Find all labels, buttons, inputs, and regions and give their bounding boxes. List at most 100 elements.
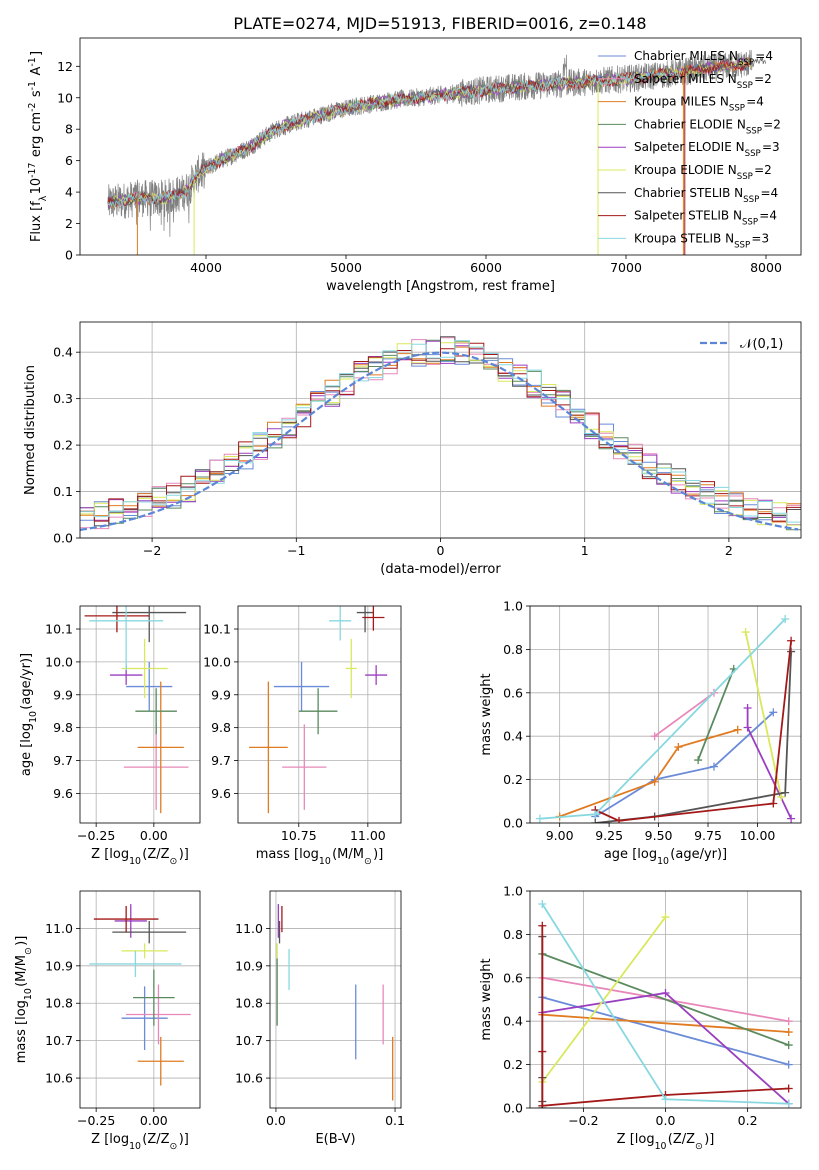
weight_vs_age-xlabel: age [log10 (age/yr)] [604, 847, 727, 867]
y-tick-label: 6 [65, 153, 73, 168]
weight-point [784, 1060, 793, 1069]
weight-point [538, 900, 547, 909]
weight-point [661, 988, 670, 997]
weight-point [784, 1041, 793, 1050]
legend-label-chabrier-stelib: Chabrier STELIB NSSP =4 [634, 186, 778, 205]
mass_vs_ebv-xlabel: E(B-V) [315, 1132, 355, 1147]
weight-point [535, 814, 544, 823]
y-tick-label: 0.6 [503, 970, 523, 985]
x-tick-label: −2 [143, 543, 161, 558]
weight-point [769, 799, 778, 808]
mass_vs_ebv-axes: 0.0 0.1 10.6 10.7 10.8 10.9 11.0 E(B-V) [235, 890, 405, 1147]
errorbar-salpeter-stelib [93, 905, 159, 933]
weight-point [787, 814, 796, 823]
errorbar-kroupa-stelib [329, 606, 352, 641]
spectrum-legend: Chabrier MILES NSSP =4 Salpeter MILES NSS… [598, 49, 781, 250]
legend-label-kroupa-stelib: Kroupa STELIB NSSP =3 [634, 231, 769, 250]
residuals-xlabel: (data-model)/error [380, 562, 501, 577]
y-tick-label: 12 [57, 59, 73, 74]
age_vs_mass-frame [237, 605, 402, 824]
errorbar-salpeter-miles [126, 984, 191, 1045]
spectrum-model-salpeter-stelib [107, 59, 752, 207]
weight-series-salpeter-stelib [591, 636, 796, 823]
y-tick-label: 0.4 [503, 729, 523, 744]
legend-label-kroupa-elodie: Kroupa ELODIE NSSP =2 [634, 163, 772, 182]
weight-line [746, 708, 792, 820]
weight-point [661, 1095, 670, 1104]
weight-line [654, 692, 715, 737]
weight_vs_Z-xlabel: Z [log10 (Z/Z⊙ )] [617, 1132, 715, 1152]
y-tick-label: 10.7 [45, 1033, 73, 1048]
x-tick-label: 9.00 [546, 828, 574, 843]
mass_vs_ebv-frame [269, 890, 402, 1109]
y-tick-label: 10.0 [203, 654, 231, 669]
y-tick-label: 0.1 [53, 484, 73, 499]
legend-label-chabrier-miles: Chabrier MILES NSSP =4 [634, 49, 773, 68]
weight-series-chabrier-miles [591, 708, 778, 821]
weight-series-kroupa-elodie [741, 628, 786, 801]
weight-point [769, 708, 778, 717]
weight-point [674, 743, 683, 752]
y-tick-label: 9.7 [53, 753, 73, 768]
legend-label-salpeter-miles: Salpeter MILES NSSP =2 [634, 72, 772, 91]
weight-point [784, 1028, 793, 1037]
normal-curve [80, 351, 799, 531]
errorbar-salpeter-elodie [365, 665, 388, 685]
y-tick-label: 10.8 [235, 996, 263, 1011]
spectrum-model-kroupa-stelib [107, 68, 683, 208]
y-tick-label: 10.9 [45, 958, 73, 973]
errorbar-kroupa-stelib [89, 950, 182, 978]
errorbar-kroupa-stelib [89, 606, 164, 671]
errorbar-kroupa-elodie [121, 943, 168, 959]
age_vs_Z-xlabel: Z [log10 (Z/Z⊙ )] [91, 847, 189, 867]
residual-hist-kroupa-stelib [80, 340, 801, 523]
weight-point [777, 792, 786, 801]
errorbar-chabrier-stelib [356, 606, 374, 633]
y-tick-label: 0.0 [53, 531, 73, 546]
spectrum-frame [79, 37, 802, 256]
y-tick-label: 0 [65, 248, 73, 263]
y-tick-label: 10.1 [45, 622, 73, 637]
errorbar-chabrier-stelib [112, 606, 187, 643]
x-tick-label: −0.2 [568, 1113, 598, 1128]
weight-series-kroupa-stelib [535, 615, 790, 823]
y-tick-label: 9.6 [53, 786, 73, 801]
weight-line [594, 640, 792, 822]
residual-legend: 𝒩(0,1) [700, 337, 783, 352]
weight-point [784, 1084, 793, 1093]
weight-point [784, 1017, 793, 1026]
y-tick-label: 0.2 [53, 438, 73, 453]
weight-series-salpeter-stelib [538, 921, 793, 1108]
weight-point [650, 777, 659, 786]
weight-line [542, 996, 789, 1066]
mass_vs_Z-frame [79, 890, 201, 1109]
x-tick-label: 11.00 [350, 828, 386, 843]
plot-layer: 4000 5000 6000 7000 8000024681012wavelength … [14, 37, 802, 1152]
weight-line [697, 668, 735, 761]
weight-point [787, 647, 796, 656]
y-tick-label: 10.6 [45, 1071, 73, 1086]
y-tick-label: 9.9 [53, 687, 73, 702]
x-tick-label: 6000 [470, 260, 502, 275]
errorbar-kroupa-elodie [121, 638, 168, 699]
errorbar-salpeter-stelib [84, 606, 150, 633]
weight-point [591, 819, 600, 823]
x-tick-label: 0.00 [140, 828, 168, 843]
weight_vs_Z-ylabel: mass weight [479, 958, 494, 1040]
weight-point [538, 921, 547, 930]
spectrum-axes: 4000 5000 6000 7000 8000 0 2 4 6 8 10 12 wavelength … [27, 37, 802, 294]
y-tick-label: 11.0 [235, 921, 263, 936]
y-tick-label: 0.2 [503, 772, 523, 787]
y-tick-label: 0.6 [503, 685, 523, 700]
age_vs_Z-axes: −0.25 0.00 9.6 9.7 9.8 9.9 10.0 10.1 Z [log10 (Z… [19, 605, 201, 867]
errorbar-kroupa-elodie [345, 638, 357, 699]
y-tick-label: 0.0 [503, 816, 523, 831]
residuals-plot-area [80, 336, 801, 531]
errorbar-kroupa-miles [137, 681, 184, 814]
x-tick-label: 0.1 [385, 1113, 405, 1128]
legend-label-kroupa-miles: Kroupa MILES NSSP =4 [634, 95, 764, 114]
age_vs_mass-xlabel: mass [log10 (M/M⊙ )] [256, 847, 384, 867]
y-tick-label: 9.9 [211, 687, 231, 702]
x-tick-label: 9.25 [595, 828, 623, 843]
